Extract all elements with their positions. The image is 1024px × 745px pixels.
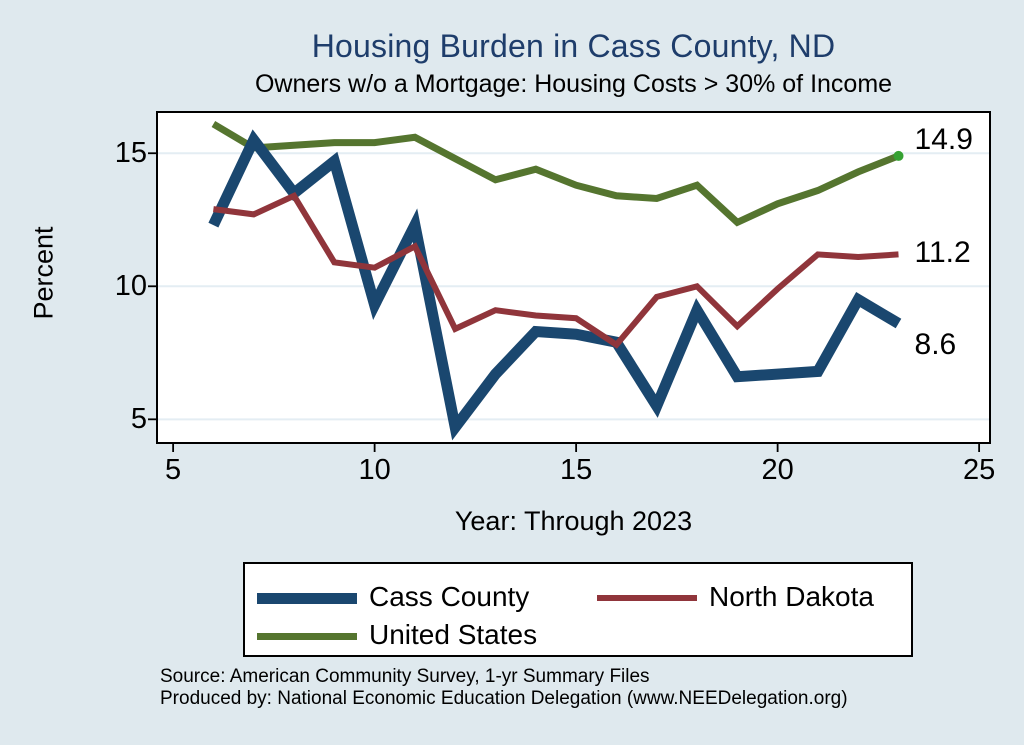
y-tick-label-5: 5: [130, 403, 147, 436]
legend-label-cass-county: Cass County: [369, 581, 530, 612]
footer: Source: American Community Survey, 1-yr …: [160, 666, 1000, 710]
x-tick-label-15: 15: [559, 454, 593, 486]
legend-box: Cass County North Dakota United States: [243, 562, 913, 657]
produced-by-note: Produced by: National Economic Education…: [160, 688, 848, 709]
series-line-north-dakota: [213, 191, 899, 349]
end-label-north-dakota: 11.2: [914, 236, 971, 270]
series-line-cass-county: [208, 129, 902, 441]
x-tick-label-5: 5: [165, 454, 182, 486]
legend-swatch-north-dakota: [597, 595, 697, 601]
legend-swatch-united-states: [257, 632, 357, 640]
legend-label-north-dakota: North Dakota: [709, 581, 874, 612]
plot-area: [148, 111, 991, 452]
x-tick-label-25: 25: [962, 454, 996, 486]
y-tick-label-15: 15: [114, 137, 147, 170]
source-note: Source: American Community Survey, 1-yr …: [160, 666, 650, 687]
legend-swatch-cass-county: [257, 592, 357, 604]
chart-canvas: [148, 111, 991, 452]
plot-border: [156, 111, 991, 444]
end-label-united-states: 14.9: [914, 122, 973, 156]
y-axis-title: Percent: [28, 226, 59, 320]
x-tick-label-20: 20: [761, 454, 794, 486]
end-label-cass-county: 8.6: [914, 327, 957, 361]
series-line-united-states: [211, 120, 900, 227]
chart-title: Housing Burden in Cass County, ND: [311, 28, 836, 64]
x-tick-label-10: 10: [358, 454, 391, 486]
chart-subtitle: Owners w/o a Mortgage: Housing Costs > 3…: [254, 70, 893, 98]
legend-label-united-states: United States: [369, 619, 538, 650]
x-axis-title: Year: Through 2023: [454, 506, 693, 536]
end-dot-united-states: [893, 150, 904, 161]
y-tick-label-10: 10: [114, 270, 147, 303]
